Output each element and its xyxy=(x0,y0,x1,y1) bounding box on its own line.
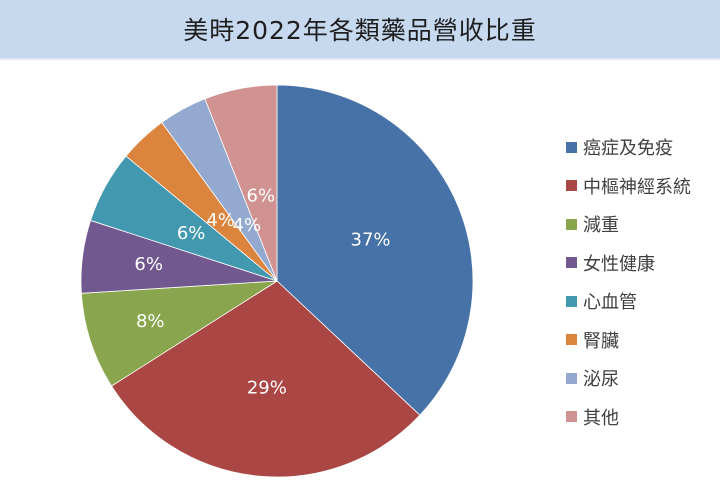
legend-item-other: 其他 xyxy=(566,398,691,437)
legend-item-cancer: 癌症及免疫 xyxy=(566,128,691,167)
legend-item-weight-loss: 減重 xyxy=(566,205,691,244)
legend-label: 腎臟 xyxy=(583,330,619,352)
legend-item-womens-health: 女性健康 xyxy=(566,244,691,283)
legend-label: 女性健康 xyxy=(583,253,655,275)
legend-swatch xyxy=(566,411,577,423)
pie-slices xyxy=(80,84,474,478)
slice-percent-label: 8% xyxy=(136,311,165,332)
slice-percent-label: 4% xyxy=(233,215,262,236)
pie-slice xyxy=(110,280,421,478)
slice-percent-label: 6% xyxy=(247,185,276,206)
slice-percent-label: 6% xyxy=(177,223,206,244)
legend-label: 其他 xyxy=(583,407,619,429)
chart-title: 美時2022年各類藥品營收比重 xyxy=(183,16,537,45)
slice-percent-label: 4% xyxy=(206,210,235,231)
legend-item-cns: 中樞神經系統 xyxy=(566,167,691,206)
legend-label: 減重 xyxy=(583,215,619,237)
legend-swatch xyxy=(566,295,577,307)
chart-title-bar: 美時2022年各類藥品營收比重 xyxy=(0,0,720,60)
legend-label: 癌症及免疫 xyxy=(583,138,673,160)
legend-swatch xyxy=(566,218,577,230)
pie-slice xyxy=(276,84,474,416)
slice-percent-label: 6% xyxy=(134,254,163,275)
legend-swatch xyxy=(566,180,577,192)
legend-label: 心血管 xyxy=(583,292,637,314)
legend-swatch xyxy=(566,141,577,153)
legend-item-cardiovascular: 心血管 xyxy=(566,282,691,321)
legend-item-urology: 泌尿 xyxy=(566,359,691,398)
slice-percent-label: 37% xyxy=(351,230,391,251)
legend-item-kidney: 腎臟 xyxy=(566,321,691,360)
slice-percent-label: 29% xyxy=(247,377,287,398)
pie-data-labels: 37%29%8%6%6%4%4%6% xyxy=(134,185,390,398)
legend-label: 泌尿 xyxy=(583,369,619,391)
pie-slice xyxy=(80,280,278,387)
chart-legend: 癌症及免疫 中樞神經系統 減重 女性健康 心血管 腎臟 泌尿 其他 xyxy=(566,128,691,436)
legend-swatch xyxy=(566,334,577,346)
pie-slice xyxy=(204,84,278,282)
legend-swatch xyxy=(566,257,577,269)
legend-swatch xyxy=(566,372,577,384)
legend-label: 中樞神經系統 xyxy=(583,176,691,198)
